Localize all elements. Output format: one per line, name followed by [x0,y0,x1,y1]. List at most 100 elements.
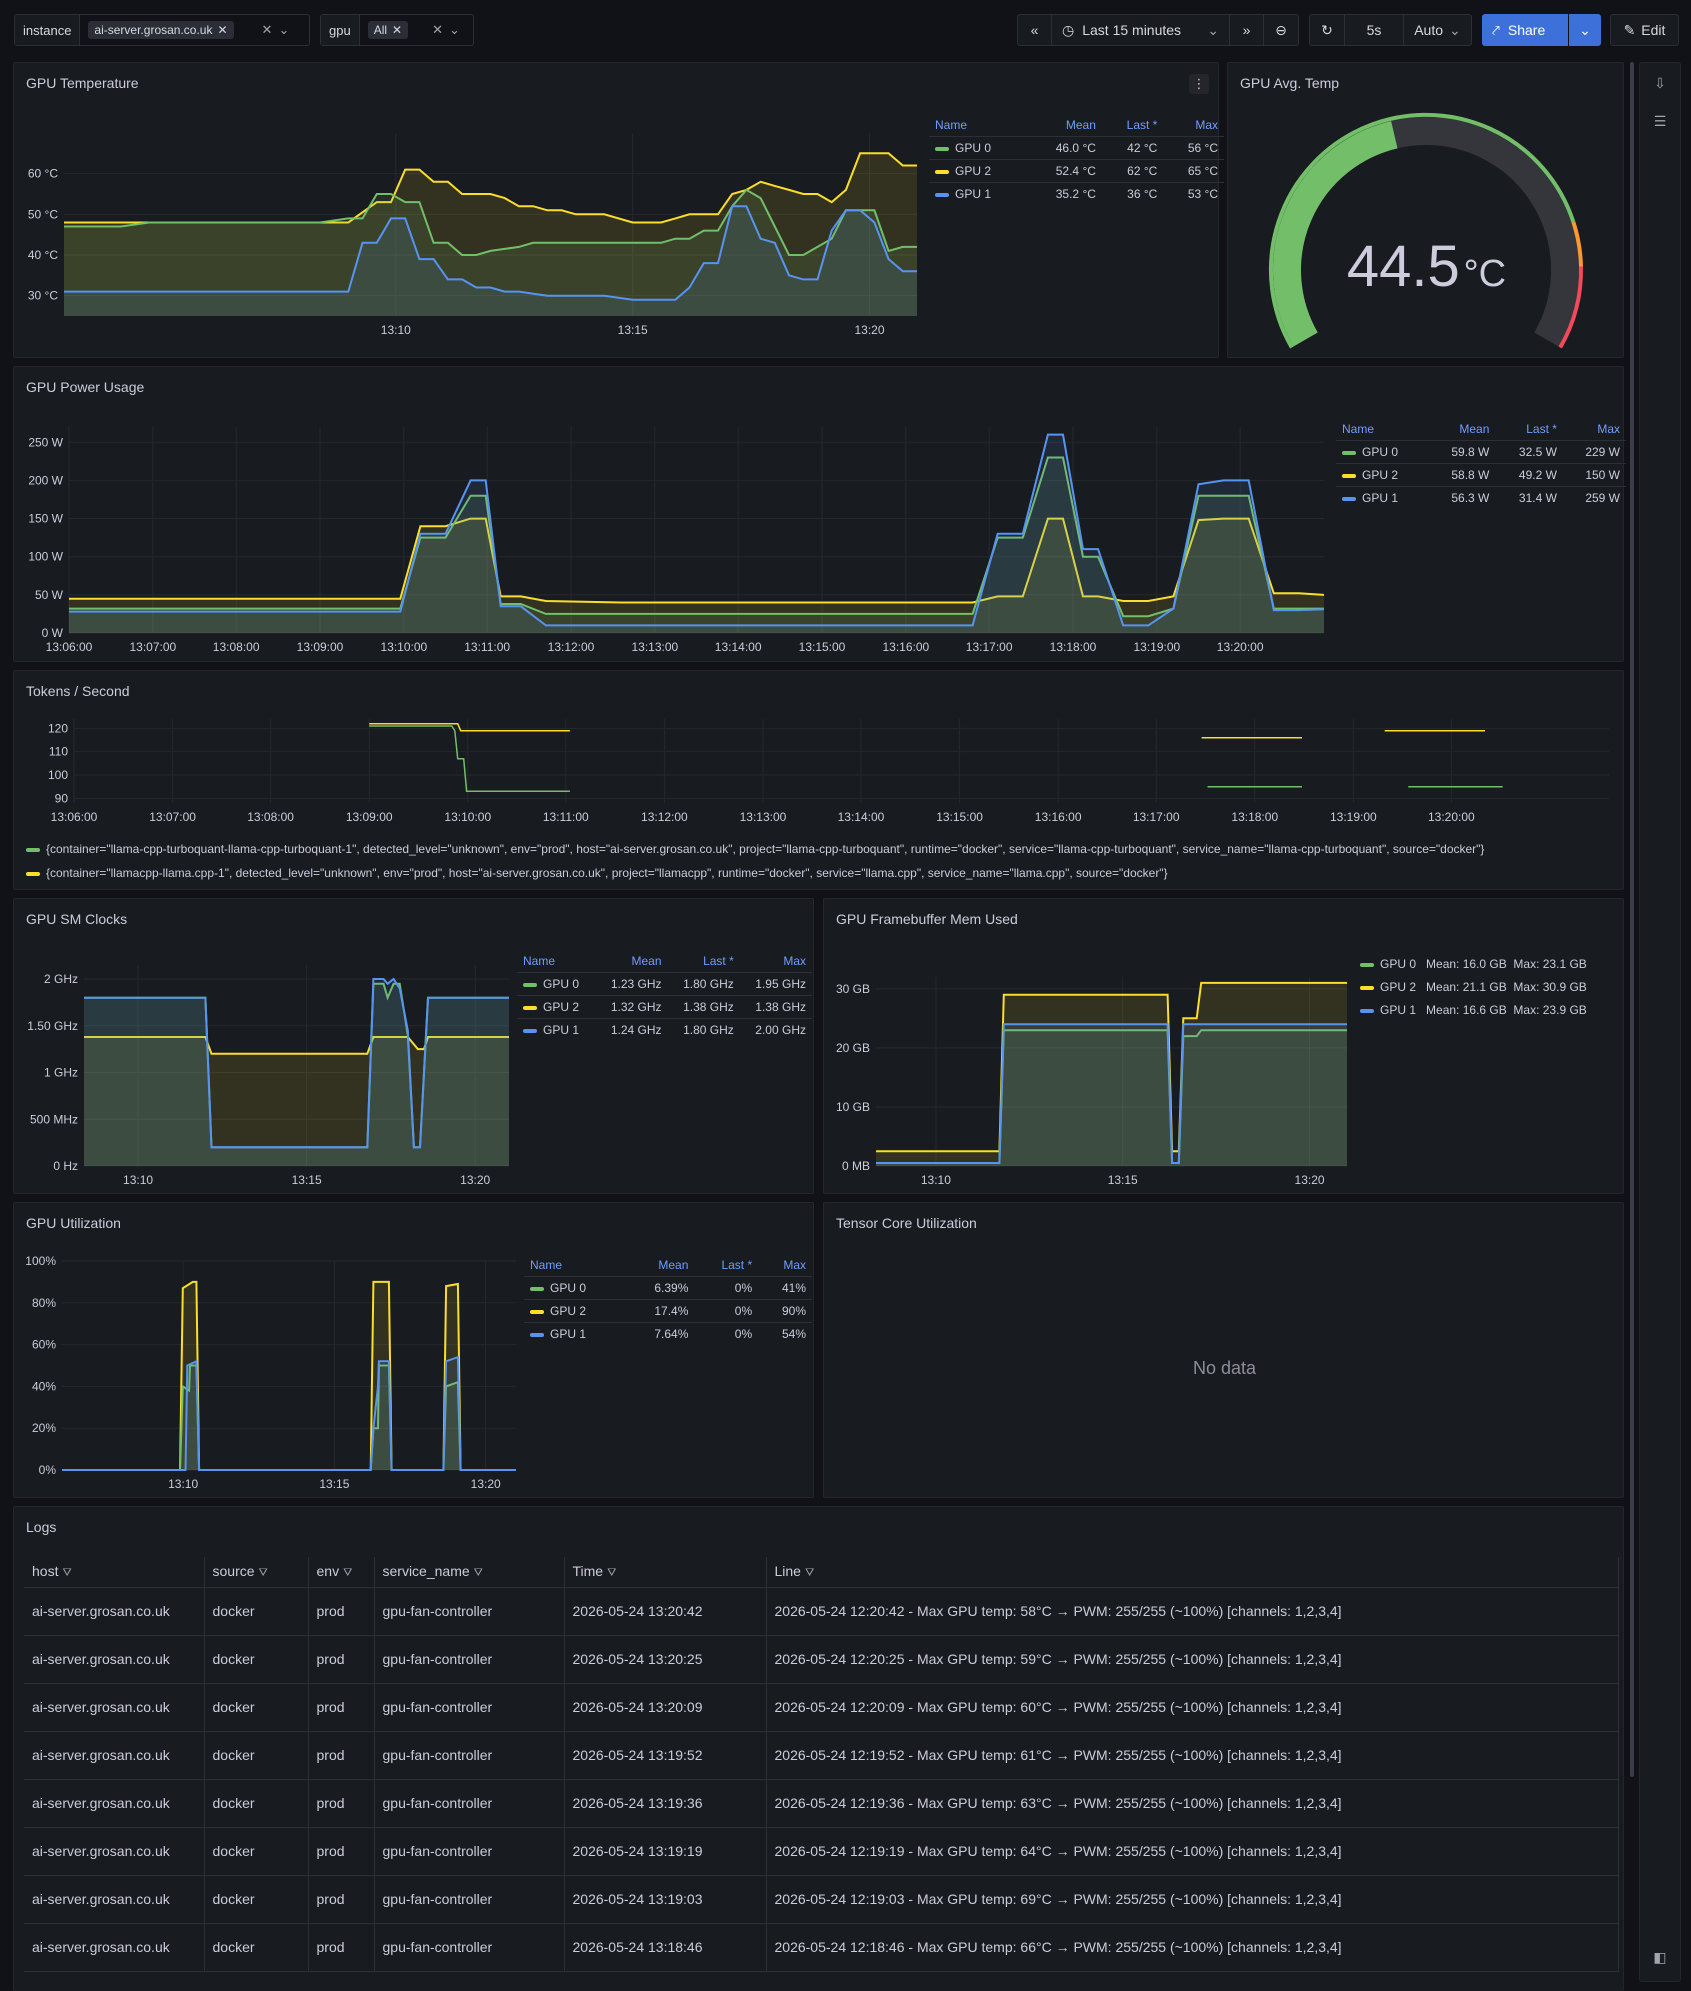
legend-header[interactable]: Name [1342,422,1375,436]
series-line[interactable] [84,977,509,1149]
share-button[interactable]: ⤤ Share [1482,14,1568,46]
legend-row[interactable]: GPU 2 58.8 W 49.2 W 150 W [1336,463,1626,487]
legend-header[interactable]: Mean [1459,422,1490,436]
table-row[interactable]: ai-server.grosan.co.uk docker prod gpu-fan-… [24,1923,1619,1972]
legend-header[interactable]: Last * [1126,118,1158,132]
legend-header[interactable]: Max [783,954,806,968]
column-header[interactable]: env ⛛ [308,1557,375,1588]
variable-chip-instance[interactable]: ai-server.grosan.co.uk ✕ [88,21,234,39]
series-line[interactable] [64,152,917,224]
table-cell: ai-server.grosan.co.uk [24,1587,205,1636]
column-header[interactable]: service_name ⛛ [374,1557,565,1588]
legend-header[interactable]: Max [783,1258,806,1272]
legend-row[interactable]: GPU 2 17.4% 0% 90% [524,1299,812,1323]
x-tick-label: 13:06:00 [46,640,93,654]
legend-item[interactable]: {container="llama-cpp-turboquant-llama-c… [26,837,1620,861]
series-line[interactable] [64,205,917,301]
legend-row[interactable]: GPU 2 52.4 °C 62 °C 65 °C [929,159,1224,183]
panel-menu-icon[interactable]: ⋮ [1189,74,1209,94]
auto-refresh-picker[interactable]: Auto ⌄ [1403,14,1472,46]
chevron-down-icon[interactable]: ⌄ [449,22,460,37]
legend-header[interactable]: Max [1195,118,1218,132]
table-row[interactable]: ai-server.grosan.co.uk docker prod gpu-fan-… [24,1875,1619,1924]
filter-icon[interactable]: ⛛ [607,1567,617,1580]
filter-icon[interactable]: ⛛ [258,1567,268,1580]
filter-icon[interactable]: ⛛ [473,1567,483,1580]
column-header[interactable]: Time ⛛ [564,1557,767,1588]
legend-row[interactable]: GPU 1 56.3 W 31.4 W 259 W [1336,486,1626,509]
legend-item[interactable]: {container="llamacpp-llama.cpp-1", detec… [26,861,1620,885]
chevron-down-icon: ⌄ [1207,21,1219,38]
time-range-picker[interactable]: ◷ Last 15 minutes ⌄ [1051,14,1230,46]
series-line[interactable] [69,433,1325,627]
chevron-down-icon[interactable]: ⌄ [278,22,290,37]
legend-row[interactable]: GPU 0 46.0 °C 42 °C 56 °C [929,136,1224,160]
legend-item[interactable]: GPU 2 Mean: 21.1 GB Max: 30.9 GB [1360,976,1587,999]
legend-row[interactable]: GPU 1 7.64% 0% 54% [524,1322,812,1345]
column-header[interactable]: Line ⛛ [766,1557,1619,1588]
legend-row[interactable]: GPU 2 1.32 GHz 1.38 GHz 1.38 GHz [517,995,812,1019]
legend-item[interactable]: GPU 0 Mean: 16.0 GB Max: 23.1 GB [1360,953,1587,976]
filter-icon[interactable]: ⛛ [804,1567,815,1580]
legend-row[interactable]: GPU 0 6.39% 0% 41% [524,1276,812,1300]
y-tick-label: 1.50 GHz [27,1019,78,1033]
series-line[interactable] [62,1280,516,1471]
legend-header[interactable]: Mean [1065,118,1096,132]
series-line[interactable] [64,188,917,256]
table-row[interactable]: ai-server.grosan.co.uk docker prod gpu-fan-… [24,1731,1619,1780]
series-line[interactable] [369,725,570,793]
legend-header[interactable]: Last * [1526,422,1557,436]
legend-header[interactable]: Mean [658,1258,689,1272]
legend-header[interactable]: Max [1597,422,1620,436]
legend-header[interactable]: Last * [703,954,734,968]
refresh-interval-picker[interactable]: 5s [1344,14,1404,46]
series-line[interactable] [62,1364,516,1471]
legend-header[interactable]: Name [935,118,968,132]
filter-icon[interactable]: ⛛ [343,1567,353,1580]
remove-chip-icon[interactable]: ✕ [217,23,228,37]
x-tick-label: 13:17:00 [1133,810,1180,824]
legend-header[interactable]: Name [530,1258,563,1272]
table-row[interactable]: ai-server.grosan.co.uk docker prod gpu-fan-… [24,1635,1619,1684]
outline-icon[interactable]: ☰ [1653,113,1667,129]
variable-gpu[interactable]: gpu All ✕ ✕ ⌄ [320,14,474,46]
series-line[interactable] [69,517,1325,604]
table-row[interactable]: ai-server.grosan.co.uk docker prod gpu-fan-… [24,1827,1619,1876]
series-line[interactable] [62,1355,516,1471]
legend-header[interactable]: Mean [631,954,662,968]
table-row[interactable]: ai-server.grosan.co.uk docker prod gpu-fan-… [24,1683,1619,1732]
series-line[interactable] [69,456,1324,618]
column-header-label: env [316,1563,340,1580]
legend-swatch [523,1005,537,1010]
time-shift-forward-button[interactable]: » [1229,14,1264,46]
y-tick-label: 100% [25,1254,56,1268]
clear-icon[interactable]: ✕ [432,22,444,37]
refresh-button[interactable]: ↻ [1309,14,1345,46]
filter-icon[interactable]: ⛛ [62,1567,72,1580]
legend-row[interactable]: GPU 1 1.24 GHz 1.80 GHz 2.00 GHz [517,1018,812,1041]
time-shift-back-button[interactable]: « [1017,14,1052,46]
series-line[interactable] [876,1023,1347,1164]
legend-header[interactable]: Name [523,954,556,968]
legend-row[interactable]: GPU 1 35.2 °C 36 °C 53 °C [929,182,1224,205]
column-header[interactable]: host ⛛ [24,1557,205,1588]
legend-header[interactable]: Last * [721,1258,753,1272]
edit-button[interactable]: ✎ Edit [1610,14,1679,46]
series-line[interactable] [369,722,570,732]
table-row[interactable]: ai-server.grosan.co.uk docker prod gpu-fan-… [24,1779,1619,1828]
table-row[interactable]: ai-server.grosan.co.uk docker prod gpu-fan-… [24,1587,1619,1636]
share-dropdown-button[interactable]: ⌄ [1569,14,1601,46]
column-header[interactable]: source ⛛ [204,1557,309,1588]
remove-chip-icon[interactable]: ✕ [392,23,403,37]
import-icon[interactable]: ⇩ [1654,75,1666,91]
dock-sidebar-icon[interactable]: ◧ [1653,1949,1667,1965]
x-tick-label: 13:11:00 [464,640,510,654]
legend-item[interactable]: GPU 1 Mean: 16.6 GB Max: 23.9 GB [1360,999,1587,1022]
legend-row[interactable]: GPU 0 59.8 W 32.5 W 229 W [1336,440,1626,464]
zoom-out-button[interactable]: ⊖ [1263,14,1299,46]
clear-icon[interactable]: ✕ [261,22,273,37]
variable-instance[interactable]: instance ai-server.grosan.co.uk ✕ ✕ ⌄ [14,14,310,46]
variable-chip-gpu[interactable]: All ✕ [367,21,409,39]
legend-row[interactable]: GPU 0 1.23 GHz 1.80 GHz 1.95 GHz [517,972,812,996]
scrollbar[interactable] [1630,62,1634,1777]
